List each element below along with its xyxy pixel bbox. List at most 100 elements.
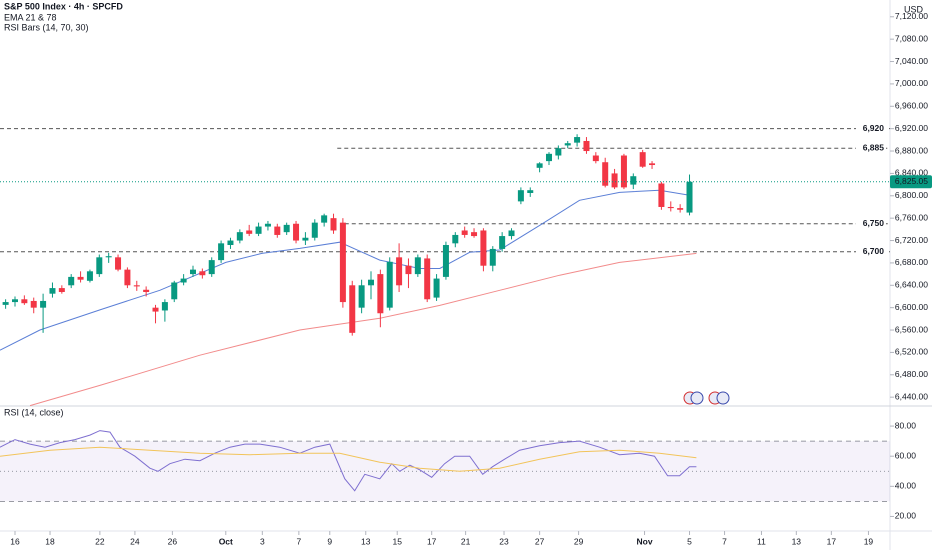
candle-body: [630, 176, 637, 185]
price-tick-label: 7,040.00: [895, 56, 928, 66]
time-tick-label: Oct: [219, 536, 233, 546]
price-tick-label: 7,120.00: [895, 11, 928, 21]
event-icon[interactable]: [690, 391, 704, 405]
candle-body: [86, 271, 93, 281]
rsi-tick-label: 60.00: [895, 450, 917, 460]
candle-body: [602, 162, 609, 186]
candle-body: [499, 236, 506, 249]
candle-body: [302, 237, 309, 241]
candle-body: [227, 240, 234, 246]
time-tick-label: 7: [722, 536, 727, 546]
indicator-label[interactable]: RSI Bars (14, 70, 30): [4, 22, 89, 32]
candle-body: [293, 223, 300, 241]
candle-body: [124, 269, 131, 286]
candle-body: [283, 224, 290, 233]
candle-body: [311, 222, 318, 238]
event-icons: [683, 391, 730, 405]
time-tick-label: Nov: [637, 536, 653, 546]
level-label: 6,750: [863, 218, 885, 228]
candle-body: [218, 243, 225, 261]
candle-body: [442, 245, 449, 277]
candle-body: [536, 163, 543, 168]
candle-body: [152, 307, 159, 312]
candle-body: [40, 300, 47, 308]
price-tick-label: 6,560.00: [895, 324, 928, 334]
candle-body: [396, 257, 403, 286]
time-tick-label: 9: [327, 536, 332, 546]
time-tick-label: 17: [827, 536, 837, 546]
level-label: 6,920: [863, 123, 885, 133]
symbol-title[interactable]: S&P 500 Index · 4h · SPCFD: [4, 1, 123, 11]
candle-body: [321, 215, 328, 223]
candle-body: [677, 208, 684, 210]
candle-body: [115, 257, 122, 270]
candle-body: [171, 282, 178, 300]
candle-body: [49, 288, 56, 294]
price-tick-label: 6,600.00: [895, 302, 928, 312]
time-tick-label: 17: [427, 536, 437, 546]
price-tick-label: 6,680.00: [895, 257, 928, 267]
time-tick-label: 22: [95, 536, 105, 546]
level-label-bg: [856, 217, 886, 230]
candle-body: [180, 278, 187, 283]
time-tick-label: 3: [260, 536, 265, 546]
candle-body: [161, 302, 168, 311]
candle-body: [424, 258, 431, 300]
rsi-tick-label: 40.00: [895, 481, 917, 491]
level-label-bg: [856, 142, 886, 155]
price-tick-label: 6,880.00: [895, 145, 928, 155]
candle-body: [236, 232, 243, 241]
candle-body: [564, 143, 571, 146]
candle-body: [555, 148, 562, 156]
time-tick-label: 16: [10, 536, 20, 546]
price-tick-label: 6,640.00: [895, 280, 928, 290]
candle-body: [620, 155, 627, 188]
rsi-tick-label: 80.00: [895, 420, 917, 430]
time-tick-label: 11: [757, 536, 766, 546]
time-tick-label: 27: [535, 536, 545, 546]
time-tick-label: 29: [574, 536, 584, 546]
candle-body: [11, 299, 18, 303]
price-tick-label: 6,800.00: [895, 190, 928, 200]
candle-body: [508, 230, 515, 237]
candle-body: [77, 276, 84, 280]
price-tick-label: 6,760.00: [895, 212, 928, 222]
rsi-title[interactable]: RSI (14, close): [4, 407, 64, 417]
candle-body: [30, 300, 37, 308]
level-label-bg: [856, 122, 886, 135]
rsi-line: [0, 446, 697, 472]
candle-body: [592, 155, 599, 162]
candle-body: [639, 152, 646, 167]
candle-body: [414, 257, 421, 275]
time-tick-label: 21: [461, 536, 471, 546]
candle-body: [330, 218, 337, 231]
time-tick-label: 15: [392, 536, 402, 546]
candle-body: [471, 232, 478, 237]
last-price-box: [890, 175, 932, 189]
candle-body: [199, 271, 206, 276]
price-tick-label: 6,440.00: [895, 391, 928, 401]
candle-body: [255, 226, 262, 234]
price-tick-label: 7,080.00: [895, 33, 928, 43]
event-icon[interactable]: [716, 391, 730, 405]
candle-body: [433, 278, 440, 298]
candle-body: [264, 223, 271, 227]
level-label: 6,885: [863, 142, 885, 152]
time-tick-label: 5: [687, 536, 692, 546]
candle-body: [527, 190, 534, 193]
price-tick-label: 6,840.00: [895, 168, 928, 178]
time-tick-label: 7: [296, 536, 301, 546]
candle-body: [339, 222, 346, 303]
candle-body: [189, 269, 196, 275]
candle-body: [611, 173, 618, 188]
candle-body: [517, 190, 524, 202]
candle-body: [649, 163, 656, 166]
candle-body: [377, 274, 384, 314]
price-tick-label: 6,920.00: [895, 123, 928, 133]
currency[interactable]: USD: [904, 4, 924, 14]
candle-body: [96, 257, 103, 275]
candle-body: [246, 230, 253, 234]
indicator-label[interactable]: EMA 21 & 78: [4, 12, 57, 22]
